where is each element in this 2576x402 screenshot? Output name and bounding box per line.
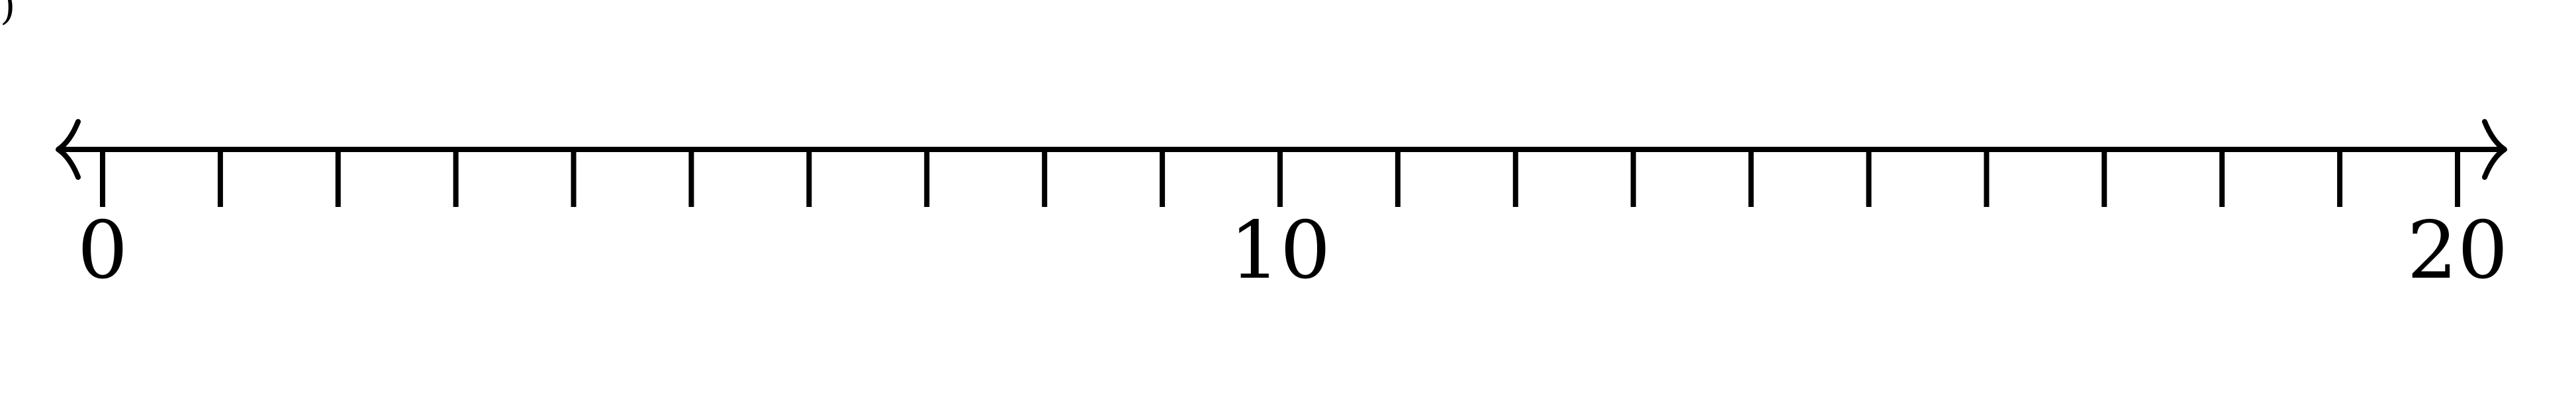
tick-label-0: 0 (77, 205, 128, 297)
right-arrowhead (2482, 119, 2507, 180)
corner-mark: ) (0, 0, 16, 29)
tick-labels: 0 10 20 (77, 205, 2508, 297)
tick-marks (100, 149, 2460, 207)
left-arrowhead (56, 119, 81, 180)
tick-label-20: 20 (2407, 205, 2508, 297)
tick-label-10: 10 (1230, 205, 1331, 297)
